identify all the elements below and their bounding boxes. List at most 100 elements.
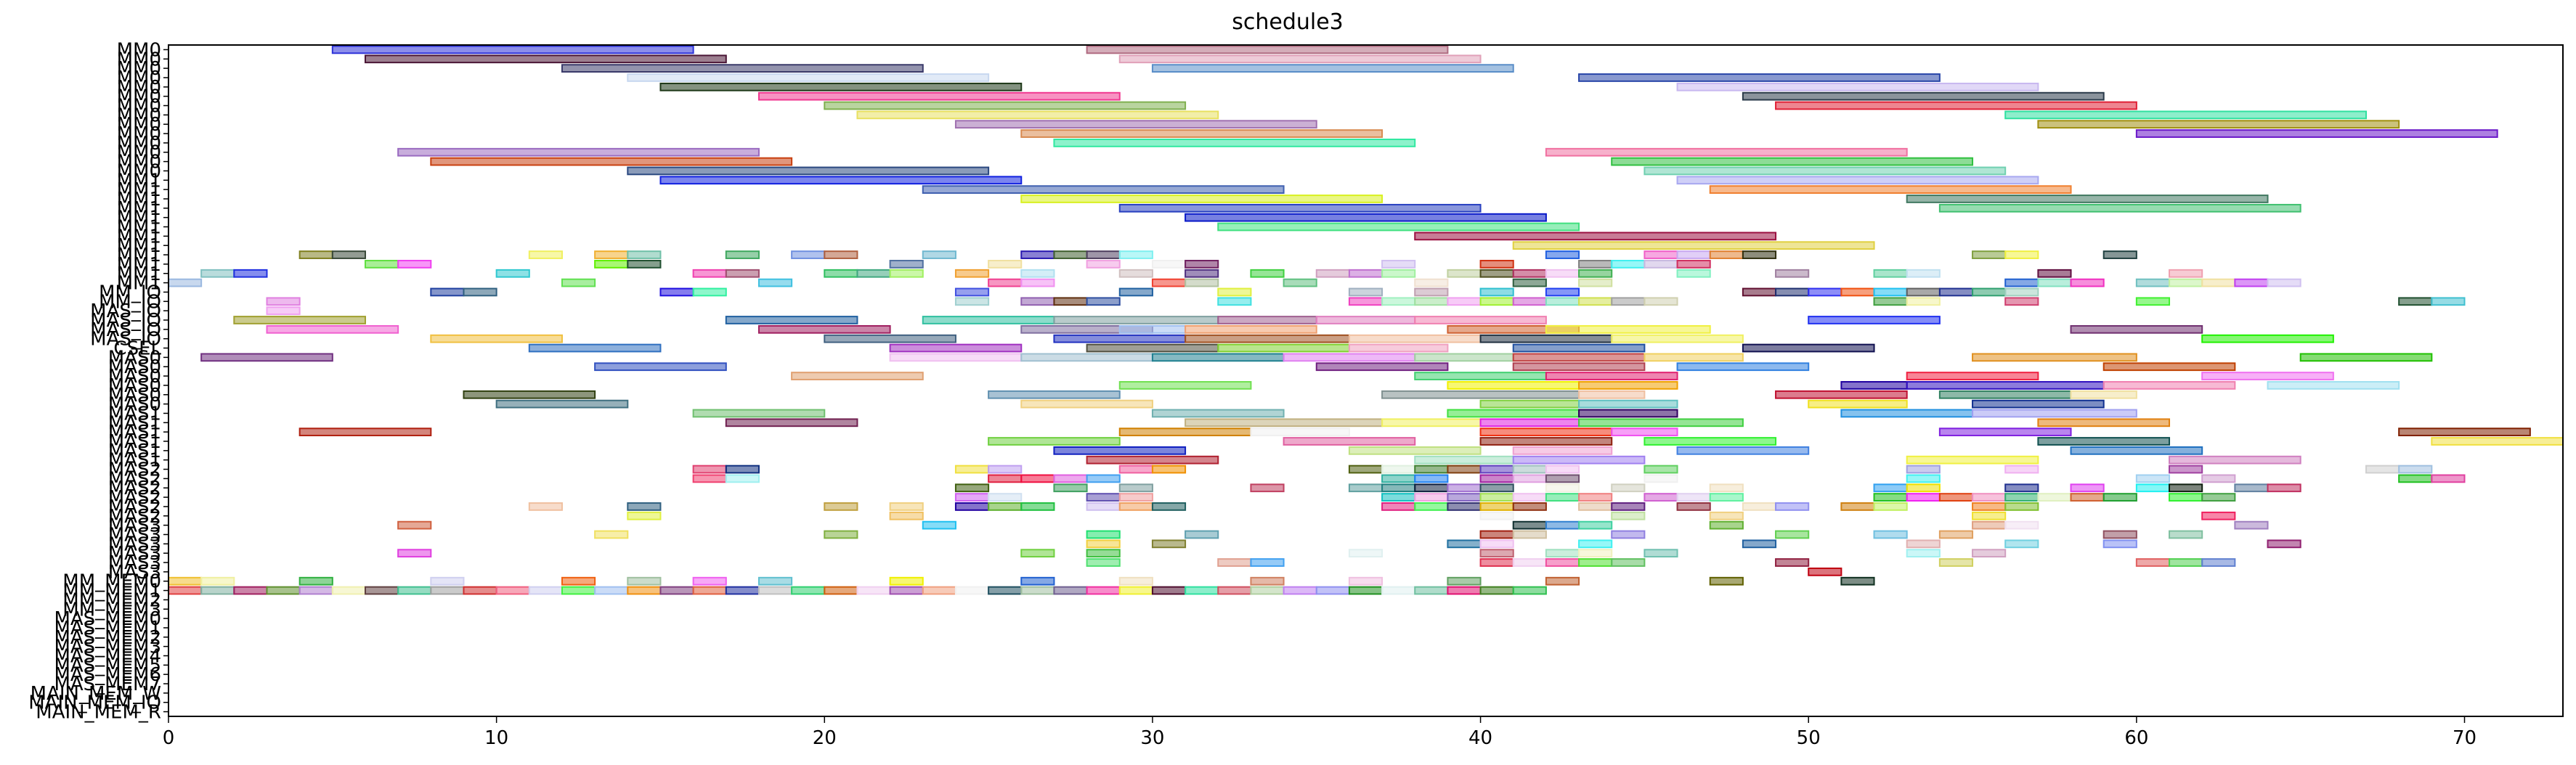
task-bar <box>1643 549 1678 558</box>
task-bar <box>659 176 1023 185</box>
task-bar <box>2169 465 2203 474</box>
task-bar <box>495 399 629 409</box>
x-tick-label: 10 <box>484 727 508 749</box>
task-bar <box>2070 278 2105 287</box>
task-bar <box>2004 465 2039 474</box>
task-bar <box>1775 390 1908 399</box>
y-tick-label: MM1 <box>117 226 161 248</box>
task-bar <box>430 586 465 595</box>
task-bar <box>1545 558 1580 567</box>
task-bar <box>725 418 858 428</box>
task-bar <box>1053 474 1088 483</box>
task-bar <box>1775 101 2137 110</box>
task-bar <box>1512 353 1646 362</box>
task-bar <box>1020 250 1055 259</box>
task-bar <box>331 250 366 259</box>
task-bar <box>2398 465 2433 474</box>
task-bar <box>2102 530 2137 539</box>
y-tick-label: MAS0 <box>108 347 161 369</box>
task-bar <box>1545 474 1580 483</box>
y-tick-label: MAS0 <box>108 375 161 397</box>
task-bar <box>1643 437 1777 446</box>
task-bar <box>200 576 235 586</box>
y-tick-label: MM1 <box>117 198 161 220</box>
task-bar <box>1479 437 1613 446</box>
task-bar <box>1414 232 1777 241</box>
y-tick-label: MAS_MEM1 <box>54 618 161 639</box>
task-bar <box>692 586 727 595</box>
task-bar <box>1643 166 2007 176</box>
task-bar <box>1053 250 1088 259</box>
task-bar <box>1118 324 1187 334</box>
y-tick-label: MAS0 <box>108 366 161 388</box>
task-bar <box>1151 502 1187 511</box>
task-bar <box>2004 278 2039 287</box>
task-bar <box>1938 390 2072 399</box>
task-bar <box>856 269 891 278</box>
task-bar <box>1020 278 1055 287</box>
task-bar <box>1479 586 1514 595</box>
task-bar <box>1840 381 1908 390</box>
task-bar <box>1118 586 1153 595</box>
task-bar <box>1512 278 1547 287</box>
task-bar <box>1611 502 1646 511</box>
task-bar <box>1414 483 1449 493</box>
task-bar <box>528 343 662 353</box>
task-bar <box>1906 269 1941 278</box>
task-bar <box>1742 250 1777 259</box>
task-bar <box>1020 297 1055 306</box>
y-tick-label: MAS1 <box>108 450 161 472</box>
task-bar <box>1381 483 1416 493</box>
task-bar <box>1185 418 1384 428</box>
task-bar <box>1545 287 1580 297</box>
task-bar <box>1414 297 1449 306</box>
task-bar <box>692 474 727 483</box>
task-bar <box>1873 530 1908 539</box>
x-tick-label: 60 <box>2124 727 2148 749</box>
task-bar <box>954 502 990 511</box>
task-bar <box>2135 483 2171 493</box>
task-bar <box>1676 176 2039 185</box>
task-bar <box>1676 502 1711 511</box>
task-bar <box>1283 586 1317 595</box>
task-bar <box>528 250 563 259</box>
task-bar <box>1315 362 1449 372</box>
task-bar <box>1906 287 1941 297</box>
y-tick-label: MM_MEM1 <box>62 581 161 602</box>
task-bar <box>1643 260 1678 269</box>
task-bar <box>1086 586 1121 595</box>
task-bar <box>1611 260 1646 269</box>
task-bar <box>561 64 924 73</box>
task-bar <box>1906 493 1941 502</box>
task-bar <box>1151 539 1187 549</box>
task-bar <box>397 260 432 269</box>
task-bar <box>1020 353 1153 362</box>
task-bar <box>1643 250 1678 259</box>
task-bar <box>2431 474 2466 483</box>
task-bar <box>1315 269 1350 278</box>
task-bar <box>2169 269 2203 278</box>
task-bar <box>1020 399 1153 409</box>
task-bar <box>1808 399 1908 409</box>
task-bar <box>824 269 858 278</box>
task-bar <box>988 493 1023 502</box>
y-tick-label: MAS_IO <box>90 319 161 341</box>
task-bar <box>1906 549 1941 558</box>
task-bar <box>988 278 1023 287</box>
task-bar <box>1086 260 1121 269</box>
task-bar <box>1578 278 1613 287</box>
task-bar <box>1118 54 1482 64</box>
task-bar <box>1348 269 1384 278</box>
y-tick-label: MM1 <box>117 273 161 295</box>
task-bar <box>2135 558 2171 567</box>
task-bar <box>1381 465 1416 474</box>
task-bar <box>1348 287 1384 297</box>
y-tick-label: MAS2 <box>108 468 161 490</box>
task-bar <box>1709 511 1744 520</box>
task-bar <box>1578 558 1613 567</box>
task-bar <box>1217 297 1252 306</box>
task-bar <box>1414 316 1547 324</box>
task-bar <box>2135 474 2171 483</box>
task-bar <box>988 474 1023 483</box>
task-bar <box>2135 297 2171 306</box>
